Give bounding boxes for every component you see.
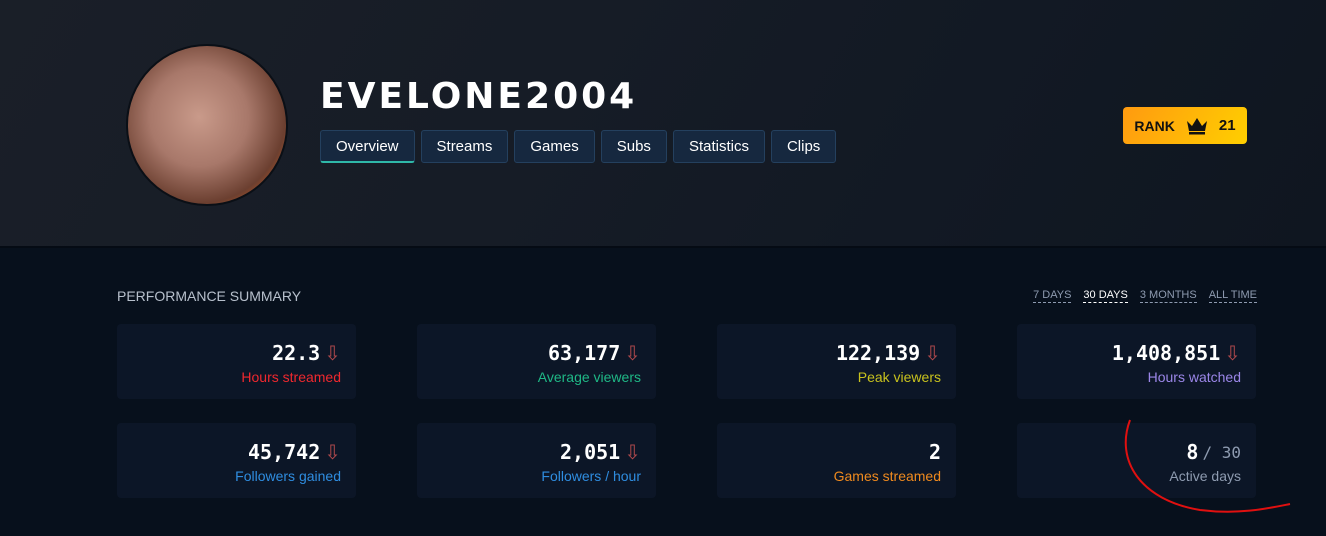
stat-number: 122,139 <box>835 341 921 365</box>
stat-card: 8/ 30 Active days <box>1017 423 1256 498</box>
stat-label: Games streamed <box>833 468 941 484</box>
trend-down-icon: ⇩ <box>624 341 641 365</box>
range-3-months[interactable]: 3 MONTHS <box>1139 289 1197 303</box>
range-selector: 7 DAYS 30 DAYS 3 MONTHS ALL TIME <box>1033 289 1257 303</box>
stat-total: / 30 <box>1202 442 1241 462</box>
trend-down-icon: ⇩ <box>624 440 641 464</box>
tab-statistics[interactable]: Statistics <box>672 130 765 163</box>
tab-overview[interactable]: Overview <box>320 130 415 163</box>
stat-number: 45,742 <box>247 440 321 464</box>
stat-card: 22.3 ⇩ Hours streamed <box>117 324 356 399</box>
stat-value: 8/ 30 <box>1017 440 1241 464</box>
tab-games[interactable]: Games <box>514 130 595 163</box>
stat-value: 122,139 ⇩ <box>717 341 941 365</box>
stat-number: 8 <box>1186 440 1199 464</box>
channel-tabs: Overview Streams Games Subs Statistics C… <box>320 130 837 163</box>
stat-value: 1,408,851 ⇩ <box>1017 341 1241 365</box>
range-7-days[interactable]: 7 DAYS <box>1033 289 1072 303</box>
stat-number: 63,177 <box>547 341 621 365</box>
stat-card: 2 Games streamed <box>717 423 956 498</box>
stat-value: 22.3 ⇩ <box>117 341 341 365</box>
stat-value: 2,051 ⇩ <box>417 440 641 464</box>
trend-down-icon: ⇩ <box>324 341 341 365</box>
rank-badge: RANK 21 <box>1123 107 1247 144</box>
rank-label: RANK <box>1134 117 1175 134</box>
stat-label: Hours watched <box>1147 369 1241 385</box>
range-all-time[interactable]: ALL TIME <box>1208 289 1257 303</box>
stat-label: Peak viewers <box>857 369 941 385</box>
stat-card: 63,177 ⇩ Average viewers <box>417 324 656 399</box>
rank-value: 21 <box>1218 117 1236 134</box>
range-30-days[interactable]: 30 DAYS <box>1083 289 1128 303</box>
tab-clips[interactable]: Clips <box>770 130 837 163</box>
stat-card: 1,408,851 ⇩ Hours watched <box>1017 324 1256 399</box>
stat-card: 122,139 ⇩ Peak viewers <box>717 324 956 399</box>
stat-card: 2,051 ⇩ Followers / hour <box>417 423 656 498</box>
avatar <box>126 44 288 206</box>
channel-header: EVELONE2004 Overview Streams Games Subs … <box>0 0 1326 248</box>
trend-down-icon: ⇩ <box>324 440 341 464</box>
stat-label: Average viewers <box>537 369 641 385</box>
tab-subs[interactable]: Subs <box>600 130 667 163</box>
tab-streams[interactable]: Streams <box>420 130 509 163</box>
stat-label: Followers gained <box>235 468 341 484</box>
stat-number: 2,051 <box>560 440 621 464</box>
stat-label: Followers / hour <box>541 468 641 484</box>
stat-label: Hours streamed <box>241 369 341 385</box>
stat-value: 2 <box>717 440 941 464</box>
trend-down-icon: ⇩ <box>924 341 941 365</box>
stat-value: 45,742 ⇩ <box>117 440 341 464</box>
stat-number: 2 <box>928 440 941 464</box>
crown-icon <box>1186 117 1207 134</box>
stat-number: 1,408,851 <box>1111 341 1221 365</box>
channel-name: EVELONE2004 <box>320 76 638 117</box>
stat-number: 22.3 <box>272 341 321 365</box>
trend-down-icon: ⇩ <box>1224 341 1241 365</box>
stat-label: Active days <box>1169 468 1241 484</box>
section-title: PERFORMANCE SUMMARY <box>117 288 302 304</box>
stat-value: 63,177 ⇩ <box>417 341 641 365</box>
stat-card: 45,742 ⇩ Followers gained <box>117 423 356 498</box>
